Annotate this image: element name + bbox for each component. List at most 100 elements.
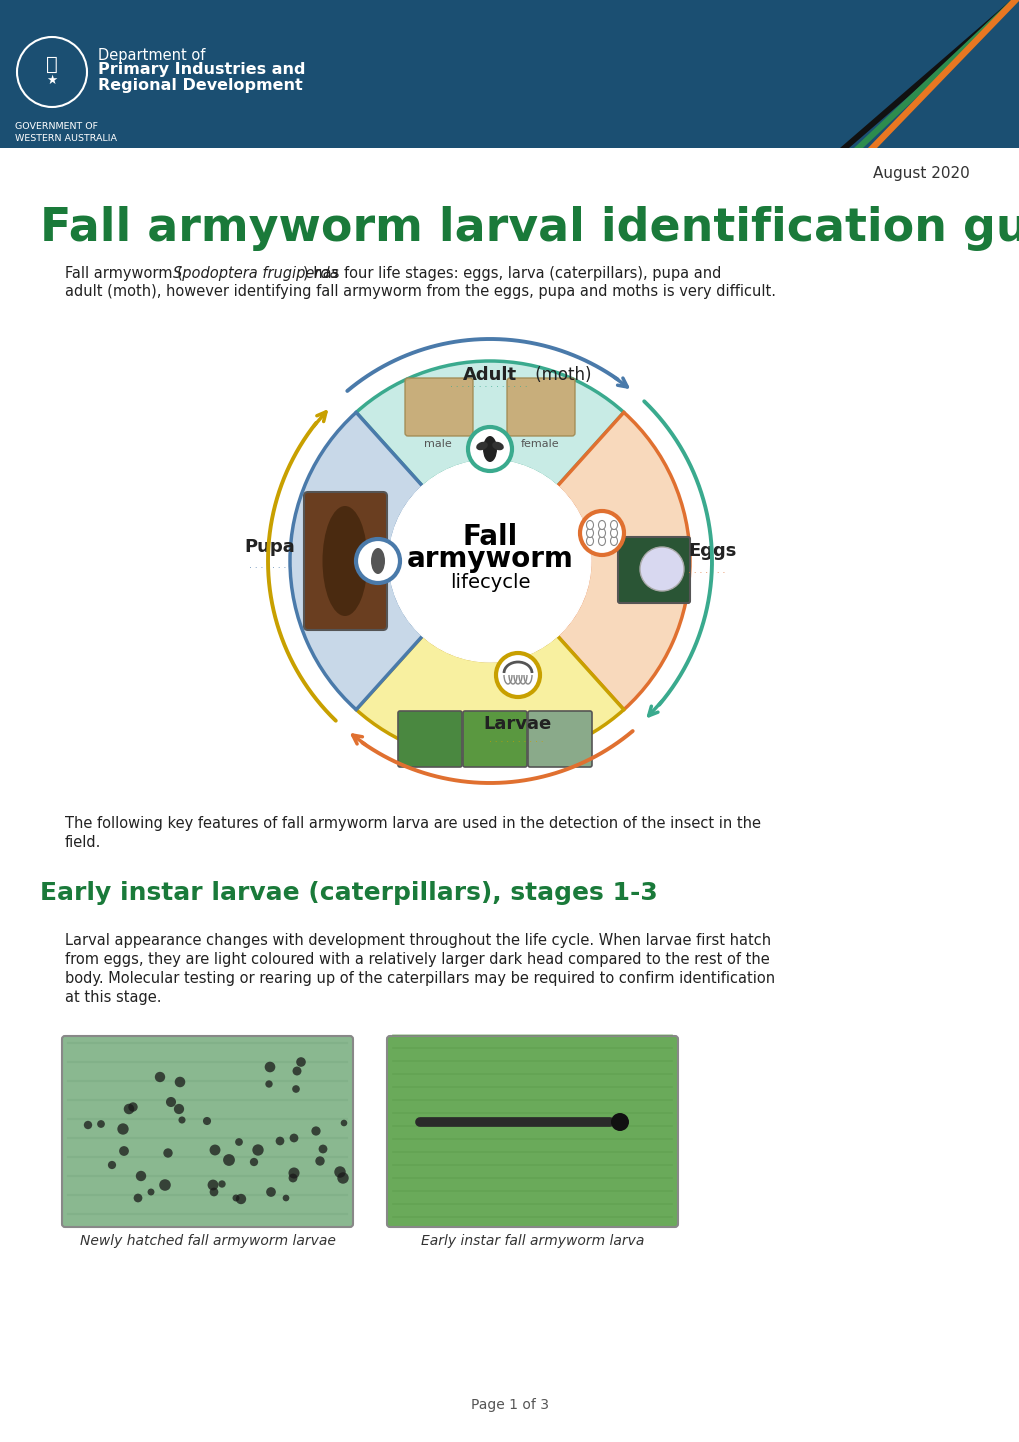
Polygon shape: [867, 0, 1019, 149]
Circle shape: [223, 1154, 234, 1167]
FancyBboxPatch shape: [62, 1035, 353, 1227]
Text: ★: ★: [46, 74, 57, 87]
Ellipse shape: [610, 529, 616, 538]
Text: body. Molecular testing or rearing up of the caterpillars may be required to con: body. Molecular testing or rearing up of…: [65, 970, 774, 986]
Text: Larval appearance changes with development throughout the life cycle. When larva: Larval appearance changes with developme…: [65, 933, 770, 947]
Circle shape: [388, 460, 590, 662]
Text: · · · · · · · · · ·: · · · · · · · · · ·: [489, 738, 546, 747]
Circle shape: [210, 1188, 218, 1197]
FancyBboxPatch shape: [618, 536, 689, 603]
Circle shape: [155, 1071, 165, 1082]
FancyBboxPatch shape: [528, 711, 591, 767]
Text: Early instar fall armyworm larva: Early instar fall armyworm larva: [421, 1234, 644, 1247]
Circle shape: [610, 1113, 629, 1131]
Text: GOVERNMENT OF: GOVERNMENT OF: [15, 123, 98, 131]
Circle shape: [133, 1194, 143, 1203]
Circle shape: [288, 1168, 300, 1178]
Text: (moth): (moth): [530, 366, 591, 384]
Circle shape: [232, 1194, 239, 1201]
FancyBboxPatch shape: [397, 711, 462, 767]
Circle shape: [282, 1194, 289, 1201]
Ellipse shape: [610, 521, 616, 529]
Text: adult (moth), however identifying fall armyworm from the eggs, pupa and moths is: adult (moth), however identifying fall a…: [65, 284, 775, 298]
Text: Early instar larvae (caterpillars), stages 1-3: Early instar larvae (caterpillars), stag…: [40, 881, 657, 906]
Ellipse shape: [322, 506, 367, 616]
Circle shape: [208, 1180, 218, 1191]
Circle shape: [296, 1057, 306, 1067]
Circle shape: [252, 1145, 264, 1155]
Text: from eggs, they are light coloured with a relatively larger dark head compared t: from eggs, they are light coloured with …: [65, 952, 769, 968]
Circle shape: [275, 1136, 284, 1145]
Circle shape: [311, 1126, 320, 1136]
Ellipse shape: [586, 529, 593, 538]
Circle shape: [292, 1067, 302, 1076]
Circle shape: [178, 1116, 185, 1123]
Polygon shape: [853, 0, 1019, 149]
Text: Regional Development: Regional Development: [98, 78, 303, 92]
Ellipse shape: [483, 435, 496, 461]
FancyBboxPatch shape: [386, 1035, 678, 1227]
Text: Pupa: Pupa: [244, 538, 294, 557]
Ellipse shape: [598, 521, 605, 529]
Wedge shape: [289, 412, 423, 709]
Circle shape: [119, 1146, 128, 1156]
Circle shape: [159, 1180, 170, 1191]
Circle shape: [84, 1120, 92, 1129]
FancyBboxPatch shape: [506, 378, 575, 435]
Text: Fall: Fall: [462, 523, 517, 551]
Circle shape: [250, 1158, 258, 1167]
Text: 🏛: 🏛: [46, 55, 58, 74]
Circle shape: [495, 653, 539, 696]
Circle shape: [639, 547, 684, 591]
Ellipse shape: [476, 441, 487, 450]
Circle shape: [468, 427, 512, 472]
Circle shape: [356, 539, 399, 583]
Text: field.: field.: [65, 835, 101, 849]
Circle shape: [288, 1174, 298, 1182]
Circle shape: [266, 1187, 275, 1197]
Circle shape: [340, 1119, 346, 1126]
Circle shape: [318, 1145, 327, 1154]
Text: at this stage.: at this stage.: [65, 991, 161, 1005]
FancyBboxPatch shape: [0, 0, 1019, 149]
Polygon shape: [840, 0, 1019, 149]
Text: · · · · · · · · · · · · · ·: · · · · · · · · · · · · · ·: [449, 384, 530, 392]
Text: Primary Industries and: Primary Industries and: [98, 62, 306, 76]
Text: Adult: Adult: [463, 366, 517, 384]
Circle shape: [289, 1133, 299, 1142]
Ellipse shape: [598, 529, 605, 538]
Text: armyworm: armyworm: [407, 545, 573, 572]
Text: Fall armyworm (: Fall armyworm (: [65, 265, 182, 281]
Text: · · · · · · · ·: · · · · · · · ·: [249, 564, 294, 572]
Circle shape: [108, 1161, 116, 1169]
Text: ) has four life stages: eggs, larva (caterpillars), pupa and: ) has four life stages: eggs, larva (cat…: [303, 265, 720, 281]
Circle shape: [173, 1105, 184, 1115]
Text: The following key features of fall armyworm larva are used in the detection of t: The following key features of fall armyw…: [65, 816, 760, 831]
Text: August 2020: August 2020: [872, 166, 969, 182]
Circle shape: [315, 1156, 324, 1165]
Ellipse shape: [598, 536, 605, 545]
FancyBboxPatch shape: [463, 711, 527, 767]
FancyBboxPatch shape: [405, 378, 473, 435]
Circle shape: [235, 1138, 243, 1146]
Circle shape: [580, 510, 624, 555]
Wedge shape: [556, 412, 689, 709]
Circle shape: [117, 1123, 128, 1135]
Circle shape: [334, 1167, 345, 1178]
Circle shape: [235, 1194, 246, 1204]
Text: Fall armyworm larval identification guide: Fall armyworm larval identification guid…: [40, 206, 1019, 251]
Text: male: male: [424, 438, 451, 448]
Circle shape: [123, 1103, 135, 1115]
Circle shape: [97, 1120, 105, 1128]
Wedge shape: [356, 360, 624, 487]
Circle shape: [265, 1080, 272, 1087]
Circle shape: [136, 1171, 146, 1181]
Ellipse shape: [610, 536, 616, 545]
Circle shape: [166, 1097, 176, 1107]
Ellipse shape: [586, 521, 593, 529]
Ellipse shape: [492, 441, 503, 450]
Circle shape: [203, 1118, 211, 1125]
Circle shape: [174, 1077, 185, 1087]
Circle shape: [291, 1086, 300, 1093]
Circle shape: [337, 1172, 348, 1184]
